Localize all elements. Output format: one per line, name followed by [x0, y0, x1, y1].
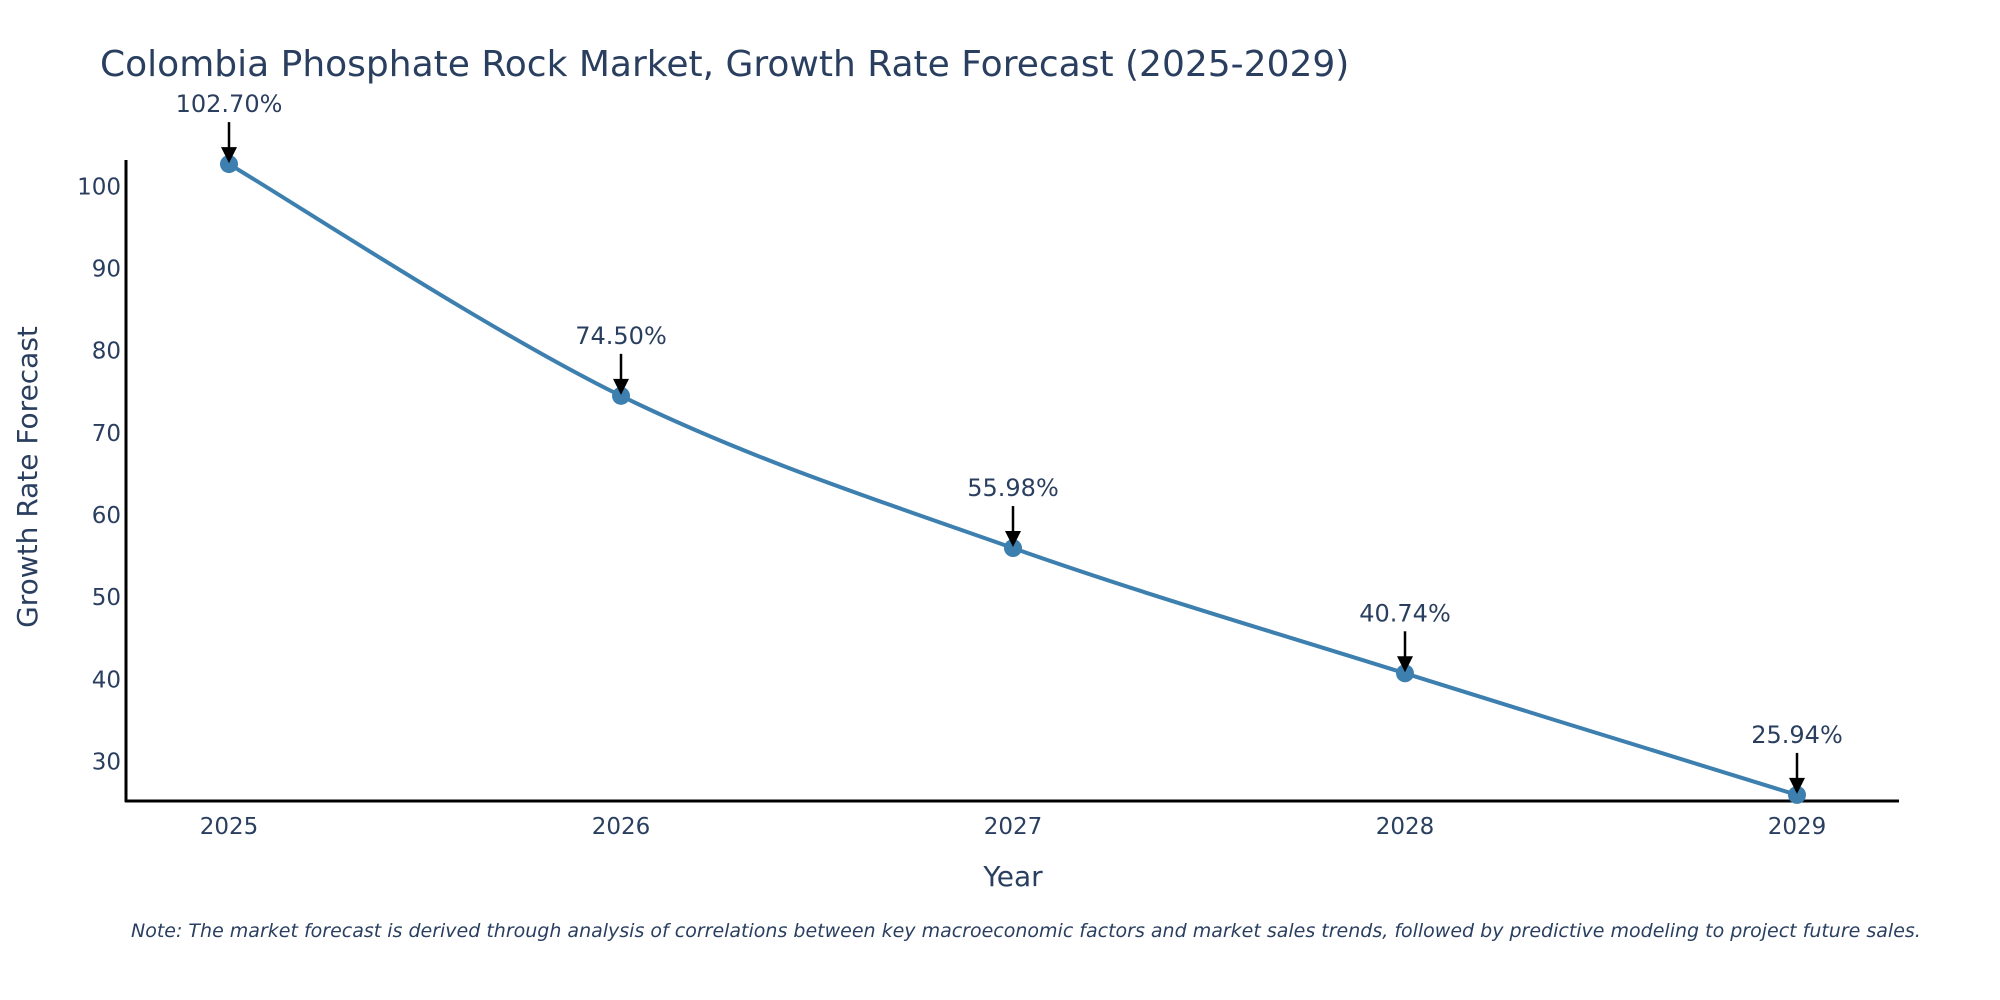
- x-tick-label: 2029: [1768, 814, 1827, 840]
- x-axis-title: Year: [982, 860, 1043, 893]
- y-tick-label: 100: [77, 174, 121, 200]
- y-tick-labels: 30 40 50 60 70 80 90 100: [77, 174, 121, 775]
- y-tick-label: 90: [92, 256, 121, 282]
- chart-note: Note: The market forecast is derived thr…: [131, 920, 1921, 942]
- y-axis-title: Growth Rate Forecast: [11, 326, 44, 628]
- data-label: 102.70%: [176, 90, 283, 118]
- annotation-arrowhead: [1789, 777, 1805, 794]
- y-tick-label: 30: [92, 750, 121, 776]
- data-label: 74.50%: [575, 322, 667, 350]
- y-tick-label: 60: [92, 503, 121, 529]
- x-tick-labels: 2025 2026 2027 2028 2029: [200, 814, 1827, 840]
- x-tick-label: 2026: [592, 814, 651, 840]
- data-point-marker: [1396, 664, 1414, 683]
- annotation-arrowhead: [1397, 656, 1413, 673]
- y-tick-label: 70: [92, 421, 121, 447]
- chart-title: Colombia Phosphate Rock Market, Growth R…: [100, 44, 1350, 85]
- annotation-arrowhead: [221, 147, 237, 164]
- annotation-arrowhead: [613, 378, 629, 395]
- data-annotations: 102.70% 74.50% 55.98% 40.74% 25.94%: [176, 90, 1843, 794]
- data-point-marker: [1004, 539, 1022, 558]
- data-point-marker: [612, 386, 630, 405]
- y-tick-label: 80: [92, 339, 121, 365]
- x-tick-label: 2027: [984, 814, 1043, 840]
- data-label: 55.98%: [967, 474, 1059, 502]
- x-tick-label: 2028: [1376, 814, 1435, 840]
- data-label: 40.74%: [1359, 599, 1451, 627]
- data-point-marker: [220, 155, 238, 174]
- data-points: [220, 155, 1806, 804]
- annotation-arrowhead: [1005, 531, 1021, 548]
- y-tick-label: 50: [92, 585, 121, 611]
- data-point-marker: [1788, 785, 1806, 804]
- x-tick-label: 2025: [200, 814, 259, 840]
- y-tick-label: 40: [92, 667, 121, 693]
- data-label: 25.94%: [1751, 721, 1843, 749]
